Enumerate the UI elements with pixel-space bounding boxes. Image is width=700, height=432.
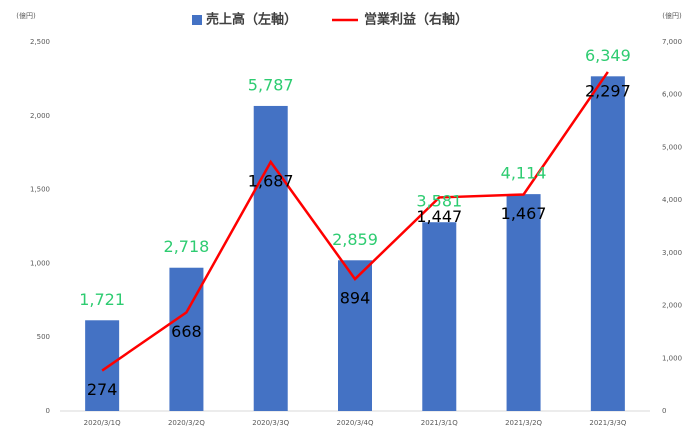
data-label: 274 bbox=[87, 380, 118, 399]
legend-label: 営業利益（右軸） bbox=[364, 12, 468, 28]
y-tick-label: 500 bbox=[37, 333, 50, 341]
y2-tick-label: 3,000 bbox=[662, 249, 682, 257]
data-label: 2,297 bbox=[585, 81, 631, 100]
y2-tick-label: 5,000 bbox=[662, 143, 682, 151]
y-tick-label: 1,000 bbox=[30, 259, 50, 267]
bar bbox=[590, 76, 625, 411]
line bbox=[101, 71, 609, 372]
y-tick-label: 2,500 bbox=[30, 38, 50, 46]
data-label: 1,721 bbox=[79, 290, 125, 309]
y2-unit: (億円) bbox=[662, 11, 682, 20]
x-tick-label: 2020/3/3Q bbox=[252, 419, 289, 427]
data-label: 2,718 bbox=[164, 237, 210, 256]
bar bbox=[422, 222, 457, 411]
data-label: 1,447 bbox=[416, 207, 462, 226]
data-label: 6,349 bbox=[585, 46, 631, 65]
data-label: 5,787 bbox=[248, 75, 294, 94]
x-tick-label: 2021/3/2Q bbox=[505, 419, 542, 427]
x-tick-label: 2021/3/3Q bbox=[589, 419, 626, 427]
data-label: 894 bbox=[340, 289, 371, 308]
x-tick-label: 2021/3/1Q bbox=[421, 419, 458, 427]
legend-label: 売上高（左軸） bbox=[206, 12, 297, 28]
y2-tick-label: 4,000 bbox=[662, 196, 682, 204]
y2-tick-label: 7,000 bbox=[662, 38, 682, 46]
y-tick-label: 2,000 bbox=[30, 112, 50, 120]
x-tick-label: 2020/3/1Q bbox=[84, 419, 121, 427]
y2-tick-label: 0 bbox=[662, 407, 666, 415]
y-unit: (億円) bbox=[16, 11, 36, 20]
bar bbox=[338, 260, 372, 411]
data-label: 668 bbox=[171, 322, 202, 341]
bar bbox=[506, 194, 541, 411]
y-tick-label: 0 bbox=[46, 407, 50, 415]
data-label: 4,114 bbox=[501, 164, 547, 183]
x-tick-label: 2020/3/2Q bbox=[168, 419, 205, 427]
data-label: 3,581 bbox=[416, 192, 462, 211]
data-label: 1,467 bbox=[501, 204, 547, 223]
x-tick-label: 2020/3/4Q bbox=[337, 419, 374, 427]
bar bbox=[253, 105, 288, 411]
y-tick-label: 1,500 bbox=[30, 186, 50, 194]
legend-swatch bbox=[192, 15, 202, 25]
data-label: 2,859 bbox=[332, 230, 378, 249]
bar bbox=[85, 320, 120, 411]
y2-tick-label: 6,000 bbox=[662, 91, 682, 99]
y2-tick-label: 1,000 bbox=[662, 354, 682, 362]
y2-tick-label: 2,000 bbox=[662, 302, 682, 310]
data-label: 1,687 bbox=[248, 171, 294, 190]
